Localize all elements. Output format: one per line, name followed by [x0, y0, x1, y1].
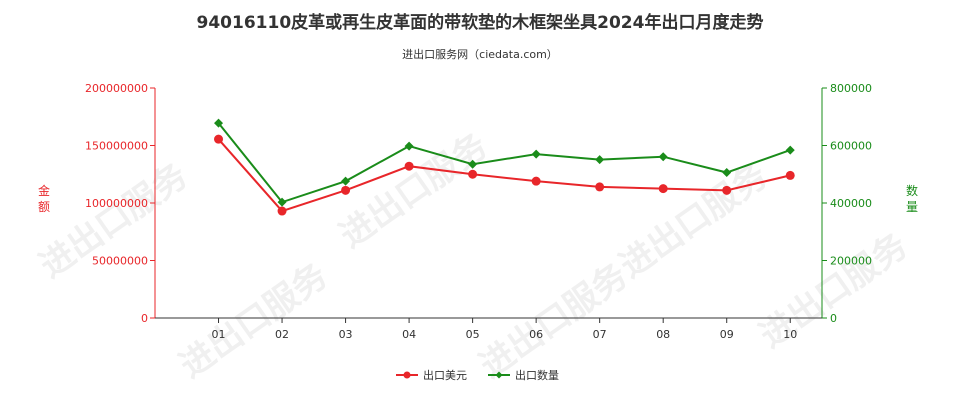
data-point-export-value — [341, 185, 351, 195]
right-axis-tick-label: 200000 — [830, 255, 872, 268]
left-axis-tick-label: 200000000 — [85, 82, 148, 95]
x-axis-tick-label: 09 — [720, 328, 734, 341]
x-axis-tick-label: 10 — [783, 328, 797, 341]
series-lines — [217, 122, 791, 213]
x-axis-tick-label: 07 — [593, 328, 607, 341]
watermark-text: 进出口服务 — [473, 256, 635, 386]
legend-marker — [403, 371, 411, 379]
x-axis-tick-label: 08 — [656, 328, 670, 341]
legend-item-export-quantity[interactable]: 出口数量 — [488, 368, 559, 382]
right-axis-tick-label: 600000 — [830, 140, 872, 153]
x-axis-tick-label: 05 — [466, 328, 480, 341]
right-axis-tick-label: 800000 — [830, 82, 872, 95]
data-point-export-value — [531, 176, 541, 186]
legend-item-export-value[interactable]: 出口美元 — [396, 368, 467, 382]
legend: 出口美元 出口数量 — [396, 368, 559, 382]
x-axis-tick-label: 04 — [402, 328, 416, 341]
x-axis-tick-label: 01 — [212, 328, 226, 341]
left-axis-tick-label: 100000000 — [85, 197, 148, 210]
data-point-export-quantity — [785, 145, 795, 155]
x-axis-tick-label: 02 — [275, 328, 289, 341]
left-axis-tick-label: 150000000 — [85, 140, 148, 153]
data-point-export-quantity — [341, 176, 351, 186]
right-axis-tick-label: 0 — [830, 312, 837, 325]
data-point-export-value — [722, 185, 732, 195]
data-point-export-value — [658, 184, 668, 194]
data-point-export-value — [277, 206, 287, 216]
data-point-export-quantity — [277, 197, 287, 207]
left-axis-tick-label: 0 — [141, 312, 148, 325]
watermark-text: 进出口服务 — [753, 226, 915, 356]
data-point-export-quantity — [531, 149, 541, 159]
data-point-export-quantity — [404, 141, 414, 151]
data-point-export-value — [468, 169, 478, 179]
chart-subtitle: 进出口服务网（ciedata.com） — [402, 48, 558, 61]
left-axis-title: 金额 — [38, 183, 50, 214]
legend-label: 出口数量 — [515, 368, 559, 382]
x-axis-tick-label: 03 — [339, 328, 353, 341]
data-point-export-quantity — [722, 168, 732, 178]
data-point-export-quantity — [595, 155, 605, 165]
series-points — [214, 118, 795, 216]
watermark-text: 进出口服务 — [613, 156, 775, 286]
axes: 0500000001000000001500000002000000000200… — [38, 82, 918, 341]
data-point-export-value — [595, 182, 605, 192]
series-line-export-quantity — [217, 122, 791, 204]
data-point-export-value — [404, 161, 414, 171]
left-axis-tick-label: 50000000 — [92, 255, 148, 268]
series-line-export-value — [217, 138, 791, 213]
chart-title: 94016110皮革或再生皮革面的带软垫的木框架坐具2024年出口月度走势 — [196, 13, 764, 33]
data-point-export-quantity — [214, 118, 224, 128]
legend-label: 出口美元 — [423, 368, 467, 382]
right-axis-tick-label: 400000 — [830, 197, 872, 210]
data-point-export-quantity — [468, 159, 478, 169]
legend-marker — [495, 371, 503, 379]
watermark-text: 进出口服务 — [173, 256, 335, 386]
data-point-export-value — [214, 134, 224, 144]
x-axis-tick-label: 06 — [529, 328, 543, 341]
right-axis-title: 数量 — [906, 183, 918, 214]
watermark-text: 进出口服务 — [333, 126, 495, 256]
data-point-export-value — [785, 170, 795, 180]
data-point-export-quantity — [658, 152, 668, 162]
